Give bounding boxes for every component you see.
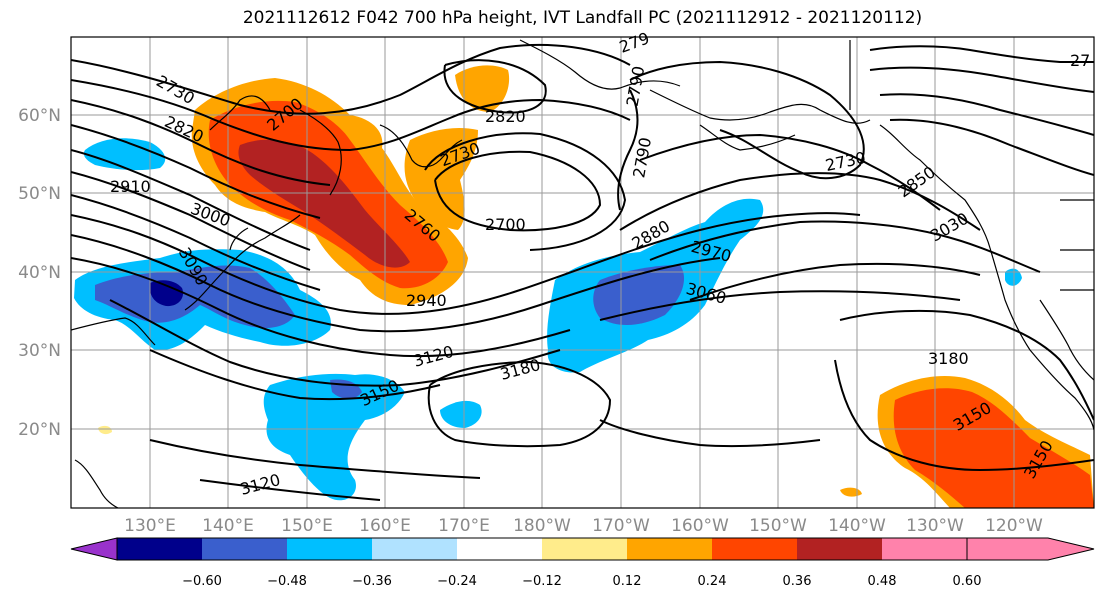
contour-label: 2700	[485, 215, 526, 234]
lon-label: 150°W	[749, 516, 807, 536]
lon-label: 120°W	[985, 516, 1043, 536]
colorbar-tick-label: −0.24	[437, 574, 477, 589]
colorbar-extend-low	[70, 537, 118, 561]
lon-label: 150°E	[281, 516, 333, 536]
lon-label: 160°W	[671, 516, 729, 536]
longitude-labels: 130°E 140°E 150°E 160°E 170°E 180°W 170°…	[124, 516, 1043, 536]
lon-label: 170°W	[592, 516, 650, 536]
colorbar-segment	[202, 538, 287, 560]
colorbar-tick-label: −0.60	[182, 574, 222, 589]
lat-label: 50°N	[18, 184, 61, 204]
lat-label: 60°N	[18, 106, 61, 126]
lat-label: 40°N	[18, 263, 61, 283]
lon-label: 180°W	[513, 516, 571, 536]
contour-label: 2910	[110, 177, 151, 196]
colorbar-segment	[542, 538, 627, 560]
lon-label: 130°E	[124, 516, 176, 536]
contour-label: 2940	[406, 291, 447, 310]
lat-label: 20°N	[18, 420, 61, 440]
colorbar: −0.60 −0.48 −0.36 −0.24 −0.12 0.12 0.24 …	[70, 537, 1095, 589]
map-frame	[70, 36, 1095, 509]
colorbar-tick-label: 0.48	[868, 574, 897, 589]
latitude-labels: 60°N 50°N 40°N 30°N 20°N	[18, 106, 61, 440]
lon-label: 170°E	[438, 516, 490, 536]
colorbar-frame	[116, 537, 968, 561]
colorbar-segment	[712, 538, 797, 560]
ivt-region-gulf-of-alaska	[404, 128, 478, 230]
map-title: 2021112612 F042 700 hPa height, IVT Land…	[242, 8, 923, 28]
colorbar-segment	[287, 538, 372, 560]
lon-label: 140°E	[202, 516, 254, 536]
ivt-region-east-pacific-mid	[893, 388, 1094, 508]
contour-label: 2820	[485, 107, 526, 126]
colorbar-segment	[797, 538, 882, 560]
colorbar-tick-label: 0.12	[613, 574, 642, 589]
colorbar-tick-label: 0.24	[698, 574, 727, 589]
ivt-region-japan-core	[149, 280, 184, 307]
contour-label: 3180	[928, 349, 969, 368]
ivt-region-north-asia	[83, 138, 166, 171]
colorbar-segment	[372, 538, 457, 560]
colorbar-tick-label: 0.36	[783, 574, 812, 589]
ivt-region-hawaii-west	[440, 400, 482, 428]
colorbar-tick-label: 0.60	[953, 574, 982, 589]
lon-label: 140°W	[828, 516, 886, 536]
lon-label: 160°E	[359, 516, 411, 536]
ivt-region-west-pacific	[263, 373, 405, 501]
ivt-positive-shading	[98, 65, 1094, 508]
colorbar-segment	[627, 538, 712, 560]
colorbar-tick-label: −0.12	[522, 574, 562, 589]
lon-label: 130°W	[906, 516, 964, 536]
colorbar-segment	[117, 538, 202, 560]
ivt-region-bering	[455, 65, 510, 112]
colorbar-extend-high	[966, 537, 1095, 561]
coastlines	[71, 39, 1094, 508]
ivt-region-small-blob-2	[98, 425, 112, 435]
ivt-region-atmospheric-river-core	[238, 139, 410, 268]
lat-label: 30°N	[18, 341, 61, 361]
contour-label: 27	[1070, 51, 1090, 70]
height-contours	[71, 43, 1094, 501]
colorbar-segment	[457, 538, 542, 560]
colorbar-segment	[882, 538, 967, 560]
colorbar-tick-label: −0.36	[352, 574, 392, 589]
colorbar-tick-label: −0.48	[267, 574, 307, 589]
